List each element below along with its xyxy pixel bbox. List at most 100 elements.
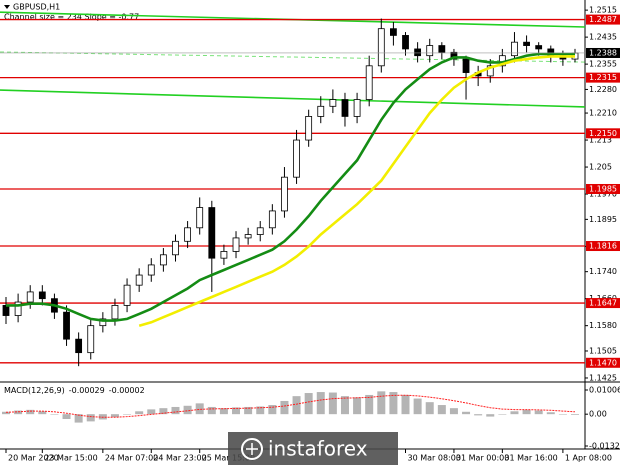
macd-bar — [159, 408, 168, 415]
macd-bar — [546, 412, 555, 415]
macd-bar — [147, 409, 156, 415]
macd-label: MACD(12,26,9) -0.00029 -0.00002 — [4, 386, 145, 395]
macd-bar — [522, 409, 531, 415]
watermark-logo — [241, 438, 263, 460]
candle-body — [256, 227, 264, 235]
macd-bar — [437, 405, 446, 415]
candle-body — [147, 264, 155, 276]
candle-body — [184, 227, 191, 242]
macd-bar — [26, 409, 35, 415]
macd-bar — [14, 410, 23, 415]
candle-body — [341, 99, 349, 117]
y-tick-label: 1.2280 — [589, 85, 617, 94]
candle-body — [450, 51, 458, 60]
candle-body — [87, 325, 95, 354]
level-label-box — [586, 128, 620, 139]
y-tick-label: 1.2435 — [589, 33, 617, 42]
candle-body — [111, 305, 119, 320]
x-tick-label: 1 Apr 08:00 — [565, 454, 612, 463]
candle-body — [317, 105, 325, 117]
y-tick-label: 1.1505 — [589, 346, 617, 355]
x-tick-label: 30 Mar 08:00 — [408, 454, 461, 463]
candle-body — [26, 291, 34, 303]
macd-bar — [316, 392, 325, 415]
macd-bar — [2, 411, 10, 415]
y-tick-label: 1.213 — [589, 136, 612, 145]
candle-body — [232, 237, 240, 252]
candle-body — [135, 274, 143, 286]
plot: 1.2515 1.2435 1.2355 1.2280 1.2210 1.213 1.205… — [0, 6, 620, 463]
candle-body — [486, 65, 494, 77]
candle-body — [426, 45, 434, 57]
macd-bar — [304, 393, 313, 415]
y-tick-label: 1.2355 — [589, 60, 617, 69]
macd-bar — [171, 406, 180, 415]
macd-bar — [74, 414, 83, 423]
candle-body — [63, 311, 70, 340]
candle-body — [208, 207, 216, 259]
level-label-box — [586, 72, 620, 83]
candle-body — [75, 338, 83, 354]
watermark-text: instaforex — [268, 437, 368, 461]
macd-label-part: -0.00002 — [109, 386, 145, 395]
macd-bar — [50, 414, 59, 415]
candle-body — [390, 28, 397, 36]
candle-body — [414, 48, 422, 57]
x-tick-label: 31 Mar 00:00 — [456, 454, 509, 463]
macd-bar — [365, 394, 374, 415]
candle-body — [281, 176, 288, 212]
candle-body — [377, 28, 385, 67]
candle-body — [305, 116, 313, 141]
macd-bar — [195, 403, 204, 415]
macd-bar — [135, 411, 144, 415]
macd-bar — [571, 414, 579, 415]
macd-label-part: -0.00029 — [69, 386, 105, 395]
macd-bar — [62, 414, 71, 419]
candle-body — [159, 254, 167, 266]
candle-body — [244, 234, 252, 239]
macd-bar — [268, 405, 277, 415]
level-label: 1.2150 — [589, 129, 617, 138]
candle-body — [2, 305, 10, 316]
y-tick-label: 1.2210 — [589, 109, 617, 118]
y-tick-label: 1.1895 — [589, 215, 617, 224]
level-label: 1.1470 — [589, 358, 617, 367]
macd-bar — [498, 414, 507, 415]
level-label-box — [586, 298, 620, 309]
candle-body — [365, 65, 373, 100]
candle-body — [402, 35, 409, 50]
candle-body — [523, 41, 530, 46]
macd-signal — [5, 394, 576, 418]
candle-body — [511, 41, 518, 57]
macd-bar — [183, 405, 192, 415]
macd-bar — [510, 411, 519, 415]
moving-average — [138, 55, 575, 327]
macd-bar — [558, 414, 567, 415]
channel-line — [0, 89, 586, 108]
chart-subtitle: Channel size = 234 Slope = -0.77 — [4, 13, 139, 22]
candle-body — [268, 210, 276, 229]
macd-bar — [462, 411, 471, 415]
y-tick-label: 0.00 — [589, 410, 607, 419]
x-tick-label: 23 Mar 15:00 — [44, 454, 97, 463]
macd-bar — [474, 414, 483, 416]
x-tick-label: 20 Mar 2020 — [8, 454, 59, 463]
macd-bar — [534, 410, 543, 415]
macd-bar — [86, 414, 95, 422]
macd-bar — [449, 408, 458, 415]
macd-bar — [401, 394, 410, 415]
candle-body — [329, 99, 337, 107]
candle-body — [99, 318, 107, 327]
candle-body — [293, 139, 300, 178]
candle-body — [535, 45, 543, 50]
level-label: 1.2315 — [589, 73, 617, 82]
last-price-label: 1.2388 — [589, 48, 617, 57]
macd-label-part: MACD(12,26,9) — [4, 386, 65, 395]
candle-body — [196, 207, 204, 229]
macd-bar — [292, 396, 301, 415]
chart-title: GBPUSD,H1 — [13, 3, 60, 12]
level-label-box — [586, 183, 620, 194]
collapse-icon — [4, 5, 10, 9]
macd-bar — [207, 406, 216, 415]
macd-bar — [219, 408, 228, 415]
